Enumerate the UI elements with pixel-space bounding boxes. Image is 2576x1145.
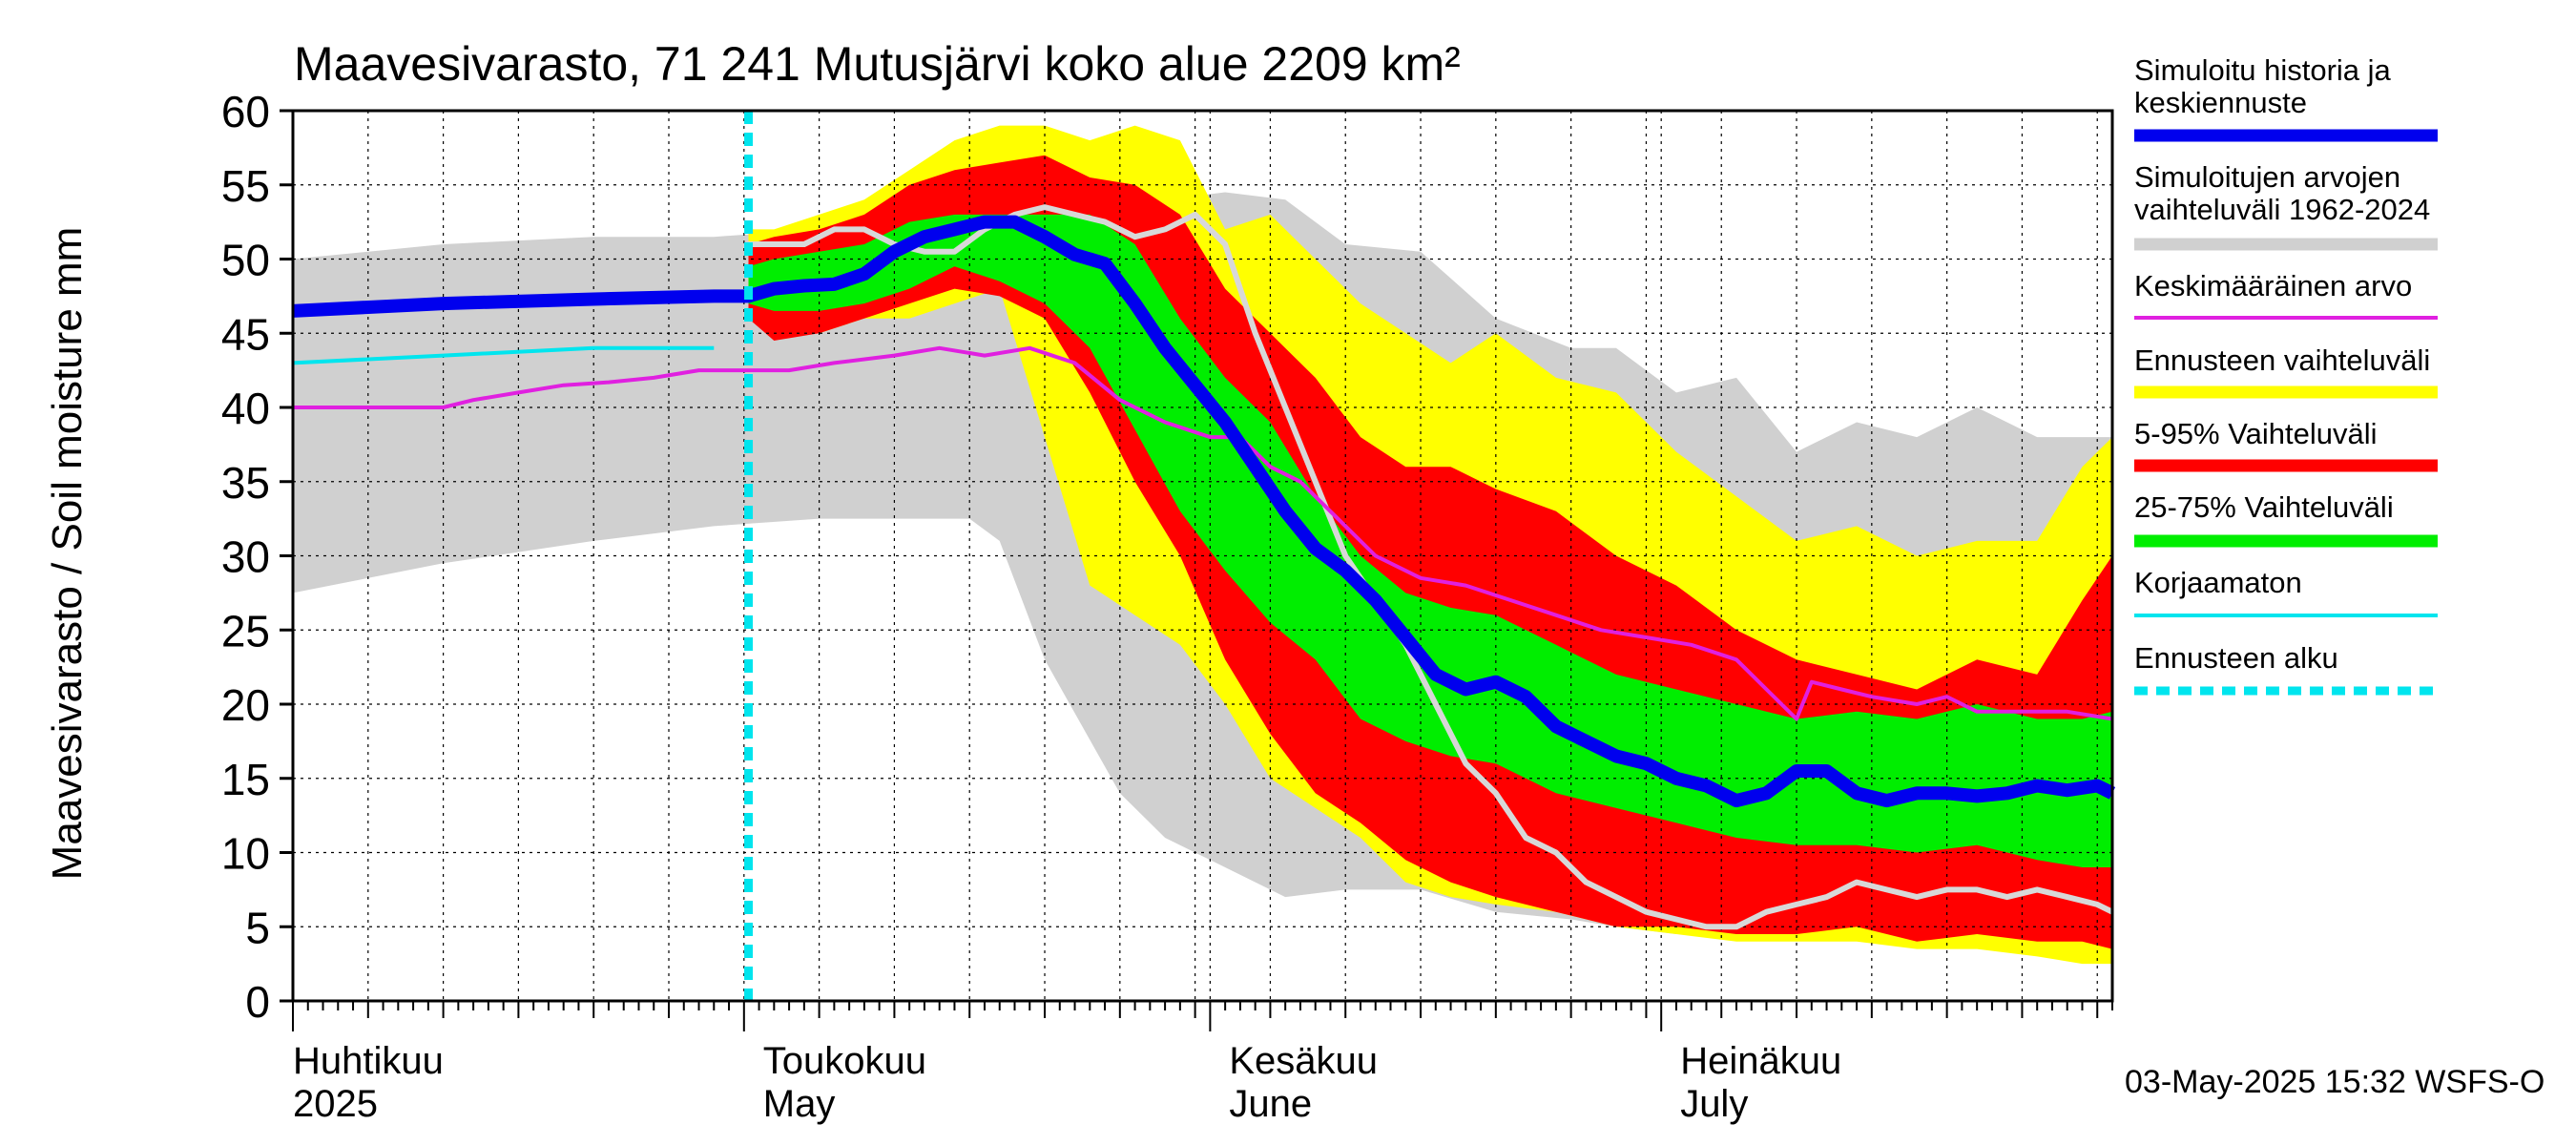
y-tick-label: 30 xyxy=(221,532,270,582)
y-tick-label: 55 xyxy=(221,161,270,211)
y-tick-label: 35 xyxy=(221,458,270,508)
y-tick-label: 60 xyxy=(221,87,270,136)
y-tick-label: 25 xyxy=(221,606,270,656)
legend-label: Keskimääräinen arvo xyxy=(2134,269,2412,302)
month-label-en: July xyxy=(1680,1083,1748,1125)
timestamp: 03-May-2025 15:32 WSFS-O xyxy=(2125,1064,2545,1100)
legend-label: keskiennuste xyxy=(2134,86,2307,119)
legend-label: Ennusteen vaihteluväli xyxy=(2134,344,2430,377)
y-axis-ticks: 0 5 10 15 20 25 30 35 40 45 50 55 60 xyxy=(221,87,293,1027)
y-tick-label: 10 xyxy=(221,829,270,879)
legend-label: 5-95% Vaihteluväli xyxy=(2134,417,2377,450)
legend-label: Simuloitujen arvojen xyxy=(2134,160,2400,194)
chart-title: Maavesivarasto, 71 241 Mutusjärvi koko a… xyxy=(294,37,1461,91)
lines-layer xyxy=(292,111,2116,1001)
legend-label: vaihteluväli 1962-2024 xyxy=(2134,193,2430,226)
y-tick-label: 20 xyxy=(221,680,270,730)
y-tick-label: 5 xyxy=(245,903,270,952)
y-tick-label: 0 xyxy=(245,977,270,1027)
legend-label: Ennusteen alku xyxy=(2134,641,2338,675)
y-tick-label: 40 xyxy=(221,384,270,433)
month-label-fi: Huhtikuu xyxy=(293,1040,444,1082)
month-label-fi: Kesäkuu xyxy=(1229,1040,1378,1082)
month-label-fi: Heinäkuu xyxy=(1680,1040,1841,1082)
y-axis-label: Maavesivarasto / Soil moisture mm xyxy=(44,227,91,881)
y-tick-label: 15 xyxy=(221,755,270,804)
month-label-en: May xyxy=(763,1083,836,1125)
uncorrected-line xyxy=(292,345,715,365)
plot-area xyxy=(291,109,2116,1003)
month-label-fi: Toukokuu xyxy=(763,1040,926,1082)
y-tick-label: 50 xyxy=(221,236,270,285)
legend-label: Simuloitu historia ja xyxy=(2134,53,2392,87)
month-label-en: 2025 xyxy=(293,1083,378,1125)
simulated-median-line xyxy=(748,204,2114,930)
legend-label: Korjaamaton xyxy=(2134,566,2302,599)
median-forecast-line xyxy=(292,215,2116,808)
mean-line xyxy=(293,345,2113,721)
y-tick-label: 45 xyxy=(221,309,270,359)
month-label-en: June xyxy=(1229,1083,1312,1125)
series-layer xyxy=(293,125,2112,965)
x-axis-ticks xyxy=(292,1001,2113,1031)
legend-label: 25-75% Vaihteluväli xyxy=(2134,490,2394,524)
